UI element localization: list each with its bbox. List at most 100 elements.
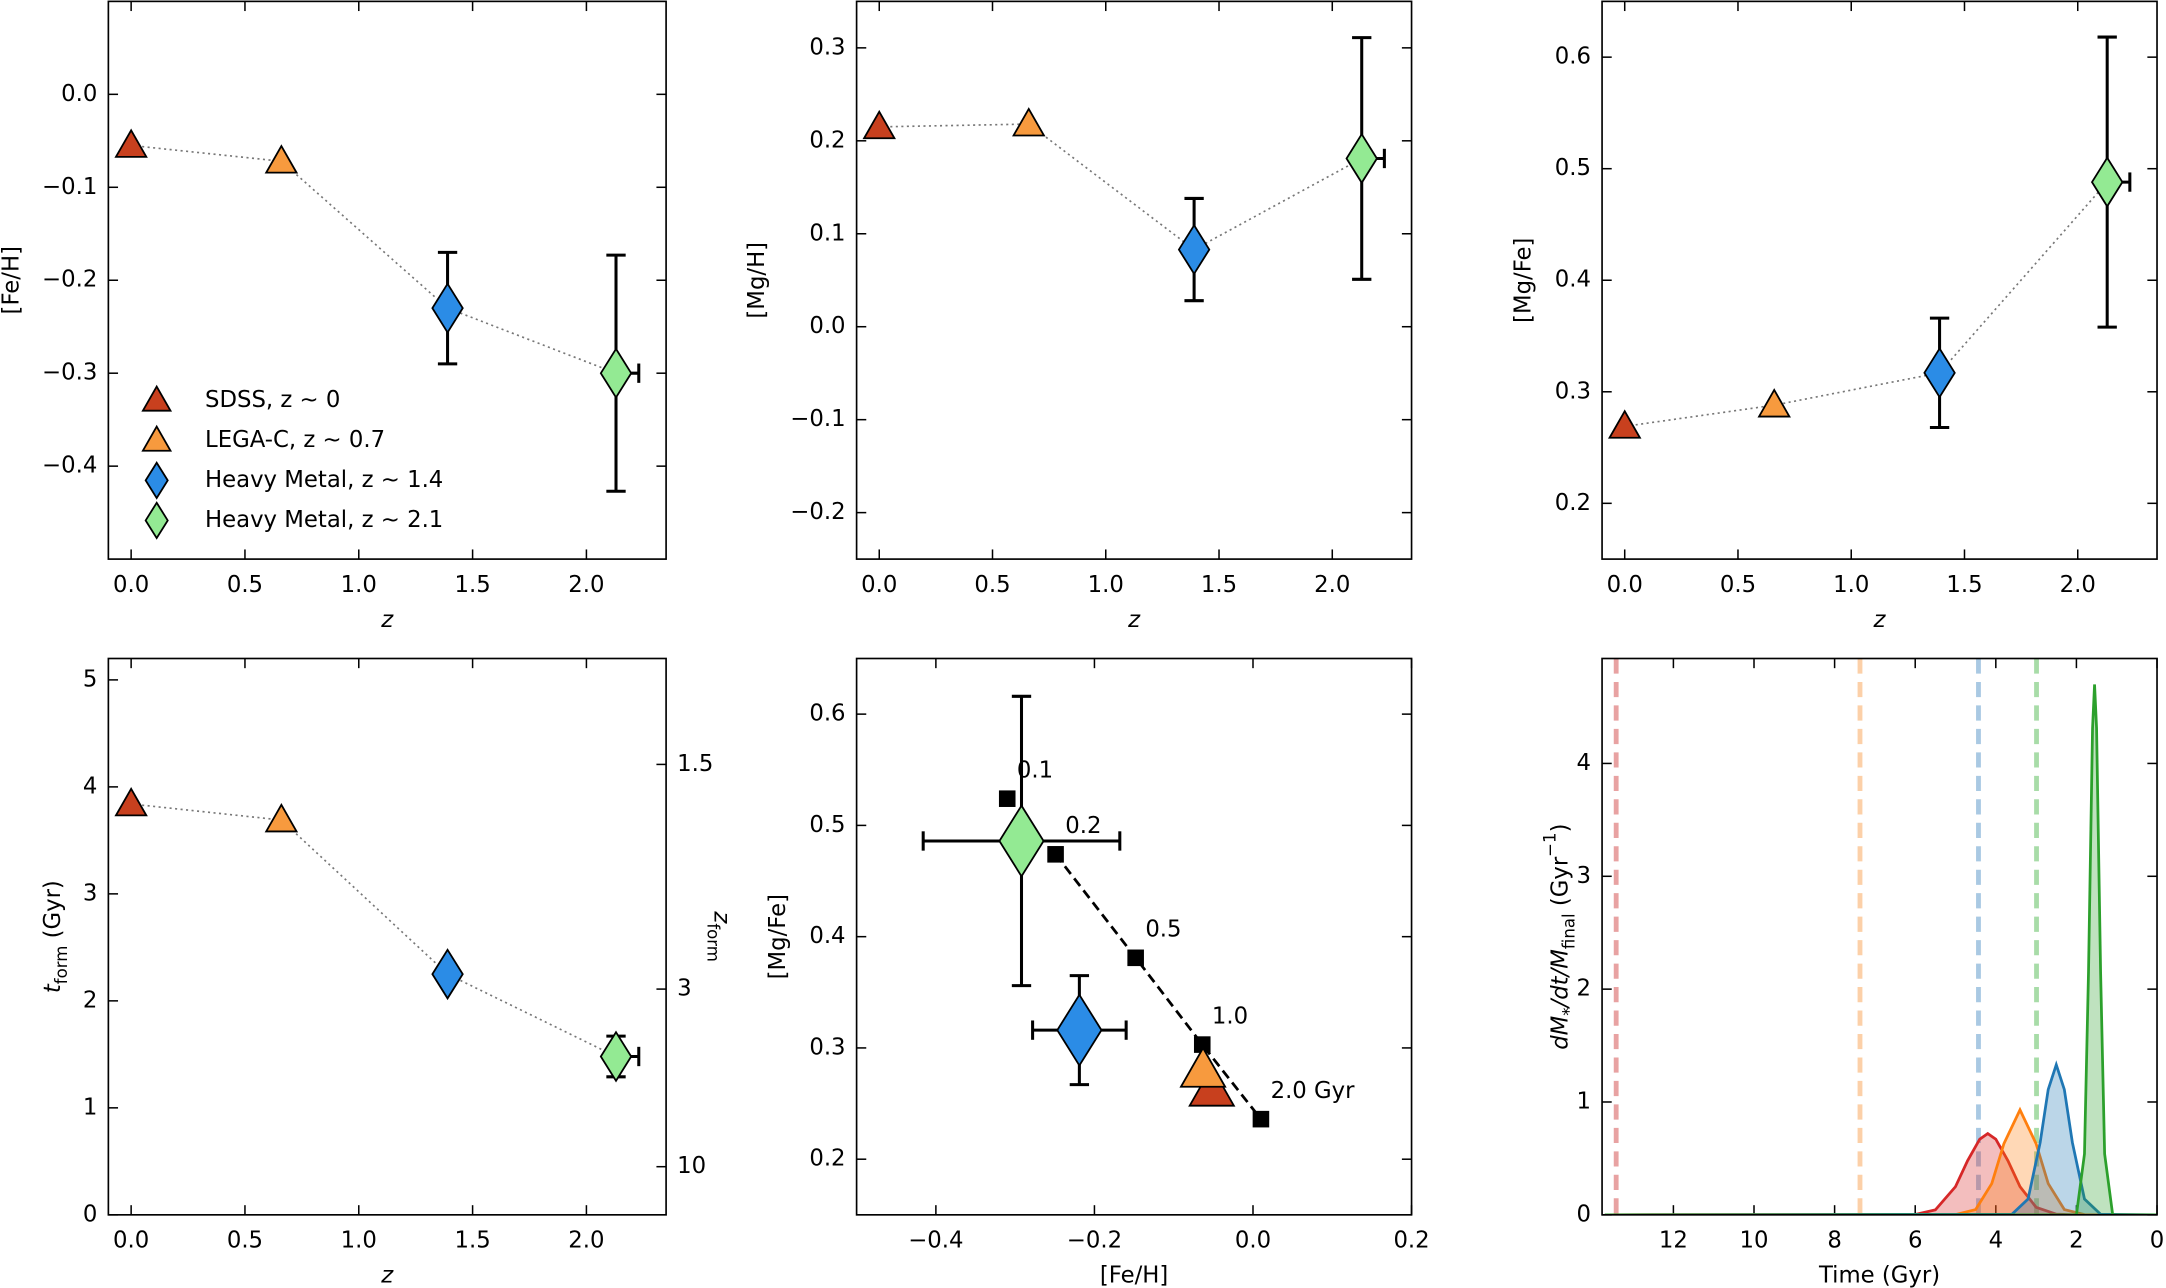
y-tick-label: 0.4 (1555, 267, 1591, 293)
track-point (998, 790, 1016, 807)
x-tick-label: 1.5 (1946, 572, 1982, 598)
y-tick-label: 0.3 (809, 1034, 845, 1060)
y-tick-label: 0.2 (809, 1146, 845, 1172)
axis-label: [Mg/Fe] (764, 894, 790, 979)
area (1604, 684, 2158, 1215)
label-part: z (380, 606, 394, 632)
axis-label: [Mg/H] (744, 242, 770, 319)
x-tick-label: −0.4 (908, 1228, 963, 1254)
axes-frame (1601, 657, 2158, 1216)
y-tick-label: 0.5 (809, 812, 845, 838)
marker (862, 109, 896, 140)
marker (1923, 346, 1956, 399)
y-tick-label: −0.3 (42, 360, 97, 386)
x-tick-label: 1.0 (1088, 572, 1124, 598)
y-tick-label: 0.6 (1555, 44, 1591, 70)
axis-label: z (1127, 606, 1141, 632)
legend-marker (144, 461, 169, 500)
label-part: (Gyr (1547, 856, 1573, 913)
x-tick-label: 0.0 (113, 572, 149, 598)
x-tick-label: 0.0 (1235, 1228, 1271, 1254)
axis-label: [Mg/Fe] (1510, 238, 1536, 323)
axis-label: zform (703, 910, 735, 962)
label-part: [Mg/H] (744, 242, 770, 319)
y-tick-label: 1 (83, 1094, 97, 1120)
axis-label: z (380, 1262, 394, 1288)
axis-label: [Fe/H] (0, 246, 24, 314)
label-part: t (40, 983, 66, 993)
y2-tick-label: 1.5 (677, 751, 713, 777)
label-part: z (1873, 606, 1887, 632)
label-part: [Fe/H] (1100, 1262, 1168, 1288)
axis-label: tform (Gyr) (40, 880, 72, 993)
legend-marker (141, 384, 173, 412)
x-tick-label: 0.5 (227, 572, 263, 598)
x-tick-label: 2.0 (568, 1228, 604, 1254)
x-tick-label: 2.0 (1314, 572, 1350, 598)
connector (131, 803, 617, 1058)
y-tick-label: 0 (1577, 1201, 1591, 1227)
x-tick-label: 0.2 (1393, 1228, 1429, 1254)
y2-tick-label: 3 (677, 976, 691, 1002)
x-tick-label: −0.2 (1067, 1228, 1122, 1254)
y-tick-label: 0.2 (809, 127, 845, 153)
y-tick-label: 0.0 (61, 81, 97, 107)
y-tick-label: −0.1 (42, 174, 97, 200)
axis-label: z (1873, 606, 1887, 632)
line (1604, 1106, 2158, 1215)
axes-frame (1601, 0, 2158, 560)
track-point (1047, 846, 1064, 863)
y-tick-label: 4 (83, 773, 97, 799)
track-point (1127, 949, 1144, 967)
y-tick-label: 0.0 (809, 313, 845, 339)
marker (114, 128, 148, 158)
marker (1177, 223, 1211, 276)
y-tick-label: 0 (83, 1201, 97, 1227)
legend-label: Heavy Metal, z ∼ 2.1 (205, 507, 443, 533)
x-tick-label: 0 (2150, 1228, 2164, 1254)
legend-marker (141, 424, 173, 452)
x-tick-label: 0.0 (113, 1228, 149, 1254)
x-tick-label: 12 (1659, 1228, 1688, 1254)
axis-label: Time (Gyr) (1818, 1262, 1940, 1288)
label-part: z (1127, 606, 1141, 632)
area (1604, 1109, 2158, 1215)
x-tick-label: 4 (1989, 1228, 2003, 1254)
x-tick-label: 1.0 (341, 1228, 377, 1254)
track-label: 0.5 (1145, 917, 1181, 943)
x-tick-label: 1.5 (454, 572, 490, 598)
label-part: /dt/M (1547, 949, 1573, 1010)
y-tick-label: 2 (1577, 976, 1591, 1002)
marker (431, 282, 464, 335)
x-tick-label: 10 (1740, 1228, 1769, 1254)
track-label: 0.2 (1065, 813, 1101, 839)
marker (1345, 132, 1378, 185)
y-tick-label: −0.2 (42, 267, 97, 293)
label-part: dM (1547, 1015, 1573, 1049)
x-tick-label: 2.0 (568, 572, 604, 598)
label-part: Time (Gyr) (1818, 1262, 1940, 1288)
y-tick-label: 1 (1577, 1088, 1591, 1114)
y-tick-label: −0.2 (790, 499, 845, 525)
x-tick-label: 2.0 (2060, 572, 2096, 598)
marker (1012, 107, 1046, 137)
y-tick-label: 2 (83, 987, 97, 1013)
track-label: 2.0 Gyr (1271, 1078, 1356, 1104)
axes-frame (107, 657, 667, 1216)
y-tick-label: 0.2 (1555, 490, 1591, 516)
track-point (1193, 1036, 1211, 1053)
legend-label: SDSS, z ∼ 0 (205, 387, 340, 413)
axis-label: z (380, 606, 394, 632)
x-tick-label: 0.5 (1720, 572, 1756, 598)
x-tick-label: 1.5 (1201, 572, 1237, 598)
marker (1056, 993, 1103, 1068)
marker (2090, 156, 2124, 209)
y-tick-label: 0.3 (809, 34, 845, 60)
label-part: [Mg/Fe] (764, 894, 790, 979)
axes-frame (855, 0, 1413, 560)
x-tick-label: 6 (1908, 1228, 1922, 1254)
track-point (1252, 1110, 1270, 1128)
legend-marker (144, 501, 169, 540)
axis-label: dM*/dt/Mfinal (Gyr−1) (1541, 824, 1579, 1050)
